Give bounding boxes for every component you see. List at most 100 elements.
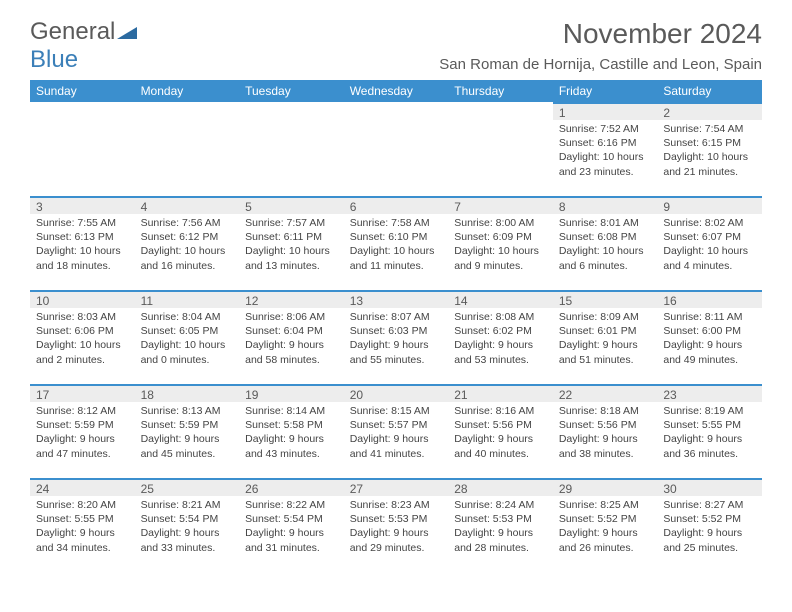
calendar-day-cell: 23Sunrise: 8:19 AMSunset: 5:55 PMDayligh… (657, 384, 762, 478)
logo-main: General (30, 18, 115, 45)
calendar-day-cell: 12Sunrise: 8:06 AMSunset: 6:04 PMDayligh… (239, 290, 344, 384)
day-number: 11 (135, 290, 240, 308)
day-number: 16 (657, 290, 762, 308)
calendar-day-cell: 9Sunrise: 8:02 AMSunset: 6:07 PMDaylight… (657, 196, 762, 290)
day-number: 2 (657, 102, 762, 120)
day-number: 5 (239, 196, 344, 214)
day-number: 4 (135, 196, 240, 214)
calendar-day-cell: 28Sunrise: 8:24 AMSunset: 5:53 PMDayligh… (448, 478, 553, 572)
day-data: Sunrise: 7:54 AMSunset: 6:15 PMDaylight:… (657, 120, 762, 183)
day-data: Sunrise: 8:11 AMSunset: 6:00 PMDaylight:… (657, 308, 762, 371)
calendar-day-cell: 18Sunrise: 8:13 AMSunset: 5:59 PMDayligh… (135, 384, 240, 478)
calendar-day-cell: 4Sunrise: 7:56 AMSunset: 6:12 PMDaylight… (135, 196, 240, 290)
calendar-day-cell: 14Sunrise: 8:08 AMSunset: 6:02 PMDayligh… (448, 290, 553, 384)
day-number: 28 (448, 478, 553, 496)
day-number: 1 (553, 102, 658, 120)
day-data: Sunrise: 8:03 AMSunset: 6:06 PMDaylight:… (30, 308, 135, 371)
day-data: Sunrise: 8:15 AMSunset: 5:57 PMDaylight:… (344, 402, 449, 465)
day-data: Sunrise: 7:55 AMSunset: 6:13 PMDaylight:… (30, 214, 135, 277)
day-data: Sunrise: 8:23 AMSunset: 5:53 PMDaylight:… (344, 496, 449, 559)
day-data: Sunrise: 7:58 AMSunset: 6:10 PMDaylight:… (344, 214, 449, 277)
calendar-day-cell (135, 102, 240, 196)
day-data: Sunrise: 7:57 AMSunset: 6:11 PMDaylight:… (239, 214, 344, 277)
day-number: 6 (344, 196, 449, 214)
calendar-day-cell: 24Sunrise: 8:20 AMSunset: 5:55 PMDayligh… (30, 478, 135, 572)
day-data: Sunrise: 8:06 AMSunset: 6:04 PMDaylight:… (239, 308, 344, 371)
day-number: 27 (344, 478, 449, 496)
day-column-header: Saturday (657, 80, 762, 102)
calendar-day-cell: 16Sunrise: 8:11 AMSunset: 6:00 PMDayligh… (657, 290, 762, 384)
calendar-day-cell: 15Sunrise: 8:09 AMSunset: 6:01 PMDayligh… (553, 290, 658, 384)
calendar-week-row: 1Sunrise: 7:52 AMSunset: 6:16 PMDaylight… (30, 102, 762, 196)
calendar-day-cell: 2Sunrise: 7:54 AMSunset: 6:15 PMDaylight… (657, 102, 762, 196)
calendar-day-cell (239, 102, 344, 196)
day-data: Sunrise: 8:00 AMSunset: 6:09 PMDaylight:… (448, 214, 553, 277)
day-data: Sunrise: 8:25 AMSunset: 5:52 PMDaylight:… (553, 496, 658, 559)
day-data: Sunrise: 8:18 AMSunset: 5:56 PMDaylight:… (553, 402, 658, 465)
day-number: 18 (135, 384, 240, 402)
day-number: 12 (239, 290, 344, 308)
day-number: 13 (344, 290, 449, 308)
day-data: Sunrise: 8:02 AMSunset: 6:07 PMDaylight:… (657, 214, 762, 277)
calendar-day-cell: 5Sunrise: 7:57 AMSunset: 6:11 PMDaylight… (239, 196, 344, 290)
calendar-day-cell: 10Sunrise: 8:03 AMSunset: 6:06 PMDayligh… (30, 290, 135, 384)
logo-triangle-icon (117, 18, 137, 46)
calendar-day-cell: 6Sunrise: 7:58 AMSunset: 6:10 PMDaylight… (344, 196, 449, 290)
logo-sub: Blue (30, 46, 78, 73)
day-data: Sunrise: 8:07 AMSunset: 6:03 PMDaylight:… (344, 308, 449, 371)
day-number: 14 (448, 290, 553, 308)
day-column-header: Friday (553, 80, 658, 102)
calendar-week-row: 10Sunrise: 8:03 AMSunset: 6:06 PMDayligh… (30, 290, 762, 384)
calendar-header-row: SundayMondayTuesdayWednesdayThursdayFrid… (30, 80, 762, 102)
day-number: 7 (448, 196, 553, 214)
day-data: Sunrise: 8:24 AMSunset: 5:53 PMDaylight:… (448, 496, 553, 559)
day-number: 24 (30, 478, 135, 496)
day-data: Sunrise: 8:22 AMSunset: 5:54 PMDaylight:… (239, 496, 344, 559)
calendar-day-cell: 3Sunrise: 7:55 AMSunset: 6:13 PMDaylight… (30, 196, 135, 290)
calendar-day-cell: 29Sunrise: 8:25 AMSunset: 5:52 PMDayligh… (553, 478, 658, 572)
calendar-day-cell: 19Sunrise: 8:14 AMSunset: 5:58 PMDayligh… (239, 384, 344, 478)
calendar-day-cell: 27Sunrise: 8:23 AMSunset: 5:53 PMDayligh… (344, 478, 449, 572)
day-number: 19 (239, 384, 344, 402)
day-data: Sunrise: 7:56 AMSunset: 6:12 PMDaylight:… (135, 214, 240, 277)
day-column-header: Wednesday (344, 80, 449, 102)
day-number: 20 (344, 384, 449, 402)
page-title: November 2024 (563, 18, 762, 50)
logo: General Blue (30, 18, 137, 74)
calendar-day-cell: 30Sunrise: 8:27 AMSunset: 5:52 PMDayligh… (657, 478, 762, 572)
day-column-header: Sunday (30, 80, 135, 102)
page-subtitle: San Roman de Hornija, Castille and Leon,… (439, 56, 762, 73)
calendar-day-cell: 8Sunrise: 8:01 AMSunset: 6:08 PMDaylight… (553, 196, 658, 290)
day-number: 8 (553, 196, 658, 214)
day-data: Sunrise: 8:13 AMSunset: 5:59 PMDaylight:… (135, 402, 240, 465)
calendar-body: 1Sunrise: 7:52 AMSunset: 6:16 PMDaylight… (30, 102, 762, 572)
calendar-day-cell: 7Sunrise: 8:00 AMSunset: 6:09 PMDaylight… (448, 196, 553, 290)
calendar-day-cell: 26Sunrise: 8:22 AMSunset: 5:54 PMDayligh… (239, 478, 344, 572)
calendar-week-row: 3Sunrise: 7:55 AMSunset: 6:13 PMDaylight… (30, 196, 762, 290)
day-data: Sunrise: 8:01 AMSunset: 6:08 PMDaylight:… (553, 214, 658, 277)
day-number: 22 (553, 384, 658, 402)
day-data: Sunrise: 8:08 AMSunset: 6:02 PMDaylight:… (448, 308, 553, 371)
calendar-day-cell: 21Sunrise: 8:16 AMSunset: 5:56 PMDayligh… (448, 384, 553, 478)
calendar-day-cell (30, 102, 135, 196)
day-number: 9 (657, 196, 762, 214)
calendar-day-cell: 22Sunrise: 8:18 AMSunset: 5:56 PMDayligh… (553, 384, 658, 478)
day-data: Sunrise: 8:04 AMSunset: 6:05 PMDaylight:… (135, 308, 240, 371)
day-number: 15 (553, 290, 658, 308)
day-data: Sunrise: 7:52 AMSunset: 6:16 PMDaylight:… (553, 120, 658, 183)
calendar-week-row: 24Sunrise: 8:20 AMSunset: 5:55 PMDayligh… (30, 478, 762, 572)
calendar-week-row: 17Sunrise: 8:12 AMSunset: 5:59 PMDayligh… (30, 384, 762, 478)
day-number: 26 (239, 478, 344, 496)
calendar-day-cell (344, 102, 449, 196)
day-column-header: Tuesday (239, 80, 344, 102)
day-number: 17 (30, 384, 135, 402)
calendar-day-cell: 17Sunrise: 8:12 AMSunset: 5:59 PMDayligh… (30, 384, 135, 478)
day-column-header: Monday (135, 80, 240, 102)
day-number: 30 (657, 478, 762, 496)
day-number: 23 (657, 384, 762, 402)
calendar-day-cell: 1Sunrise: 7:52 AMSunset: 6:16 PMDaylight… (553, 102, 658, 196)
calendar-table: SundayMondayTuesdayWednesdayThursdayFrid… (30, 80, 762, 572)
day-number: 10 (30, 290, 135, 308)
day-data: Sunrise: 8:09 AMSunset: 6:01 PMDaylight:… (553, 308, 658, 371)
day-data: Sunrise: 8:14 AMSunset: 5:58 PMDaylight:… (239, 402, 344, 465)
